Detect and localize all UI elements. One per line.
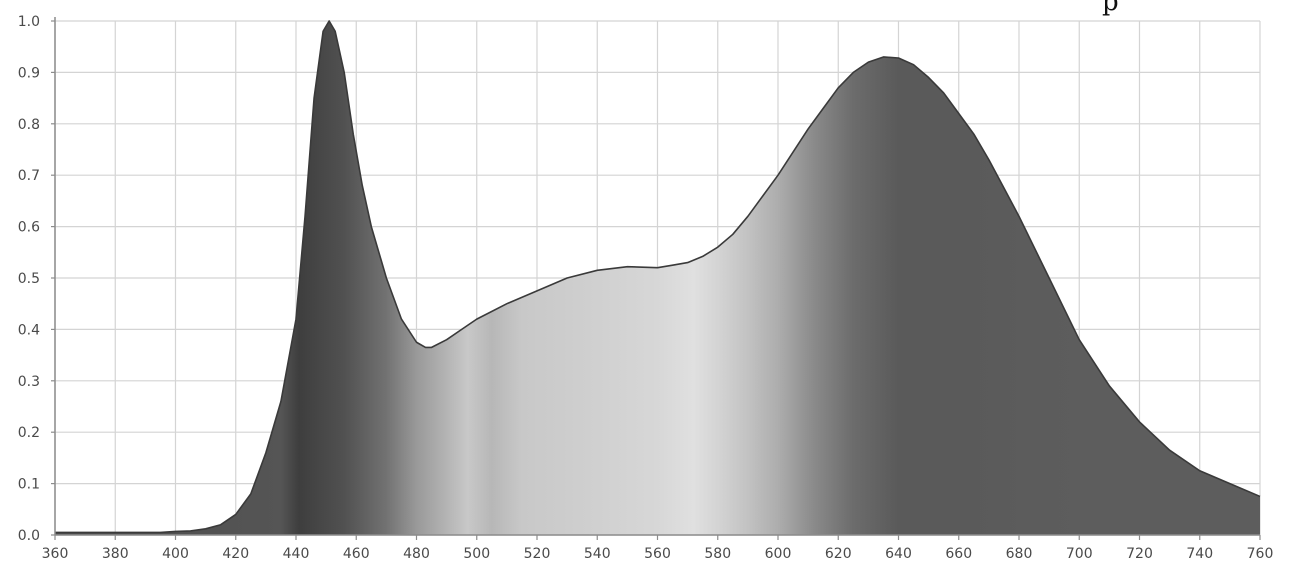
x-tick-label: 760 [1247, 546, 1274, 562]
x-tick-label: 500 [463, 546, 490, 562]
x-tick-label: 420 [222, 546, 249, 562]
x-tick-label: 560 [644, 546, 671, 562]
spectrum-outline [55, 20, 1261, 534]
y-tick-label: 0.8 [18, 117, 40, 133]
y-tick-label: 0.7 [18, 168, 40, 184]
x-tick-label: 700 [1066, 546, 1093, 562]
x-tick-label: 580 [704, 546, 731, 562]
x-tick-label: 540 [584, 546, 611, 562]
y-tick-label: 0.2 [18, 425, 40, 441]
y-tick-label: 0.9 [18, 65, 40, 81]
x-tick-label: 740 [1186, 546, 1213, 562]
x-tick-label: 620 [825, 546, 852, 562]
y-tick-label: 0.1 [18, 477, 40, 493]
y-tick-label: 0.4 [18, 322, 40, 338]
x-tick-label: 480 [403, 546, 430, 562]
axes [51, 17, 1261, 540]
spectrum-area [55, 21, 1260, 535]
y-tick-label: 0.0 [18, 528, 40, 544]
x-tick-label: 600 [765, 546, 792, 562]
x-tick-label: 360 [42, 546, 69, 562]
x-tick-label: 640 [885, 546, 912, 562]
y-axis-tick-labels: 0.0 0.1 0.2 0.3 0.4 0.5 0.6 0.7 0.8 0.9 1.0 [18, 14, 40, 544]
x-axis-tick-labels: 360 380 400 420 440 460 480 500 520 540 560 580 600 6… [42, 546, 1274, 562]
x-tick-label: 400 [162, 546, 189, 562]
y-tick-label: 0.5 [18, 271, 40, 287]
y-tick-label: 1.0 [18, 14, 40, 30]
x-tick-label: 680 [1006, 546, 1033, 562]
x-tick-label: 440 [283, 546, 310, 562]
x-tick-label: 660 [945, 546, 972, 562]
y-tick-label: 0.6 [18, 220, 40, 236]
corner-mark: p [1102, 0, 1119, 17]
x-tick-label: 460 [343, 546, 370, 562]
x-tick-label: 380 [102, 546, 129, 562]
x-tick-label: 720 [1126, 546, 1153, 562]
x-tick-label: 520 [524, 546, 551, 562]
y-tick-label: 0.3 [18, 374, 40, 390]
